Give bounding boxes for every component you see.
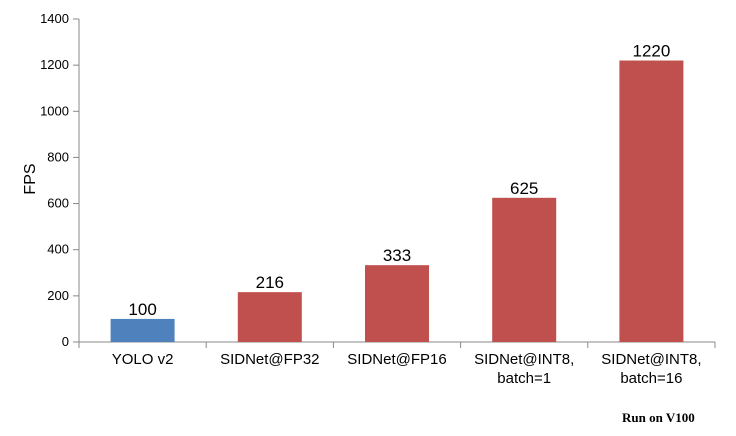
data-labels: 100 216 333 625 1220 <box>128 42 670 319</box>
data-label: 1220 <box>632 42 670 61</box>
x-tick-label: SIDNet@INT8, <box>474 351 574 368</box>
bar <box>619 60 684 343</box>
data-label: 625 <box>510 179 538 198</box>
data-label: 100 <box>128 300 156 319</box>
y-tick-label: 400 <box>47 242 69 257</box>
y-tick-label: 200 <box>47 288 69 303</box>
x-tick-label: SIDNet@INT8, <box>601 351 701 368</box>
y-tick-label: 1200 <box>40 57 69 72</box>
x-axis <box>78 341 716 348</box>
y-tick-label: 0 <box>62 334 69 349</box>
x-tick-label: SIDNet@FP32 <box>220 351 319 368</box>
bar <box>110 318 175 342</box>
y-axis-title: FPS <box>22 163 39 194</box>
data-label: 216 <box>256 273 284 292</box>
y-axis: 0 200 400 600 800 1000 1200 1400 <box>40 11 80 349</box>
y-tick-label: 1400 <box>40 11 69 26</box>
bar <box>365 265 429 342</box>
y-tick-label: 800 <box>47 149 69 164</box>
bars <box>110 60 684 343</box>
x-tick-label: batch=1 <box>497 370 551 387</box>
x-tick-label: SIDNet@FP16 <box>347 351 446 368</box>
y-tick-label: 600 <box>47 196 69 211</box>
x-tick-label: YOLO v2 <box>112 351 174 368</box>
bar <box>492 197 557 342</box>
x-tick-label: batch=16 <box>620 370 682 387</box>
data-label: 333 <box>383 246 411 265</box>
bar <box>237 292 302 342</box>
y-tick-label: 1000 <box>40 103 69 118</box>
x-tick-labels: YOLO v2 SIDNet@FP32 SIDNet@FP16 SIDNet@INT8… <box>112 351 702 387</box>
footnote: Run on V100 <box>622 410 695 425</box>
